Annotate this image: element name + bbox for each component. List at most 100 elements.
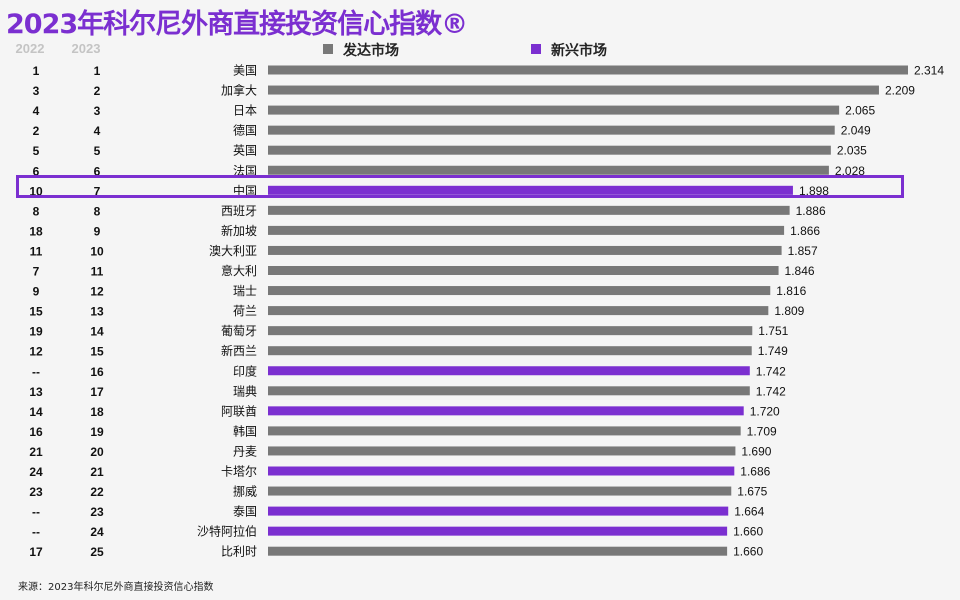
- rank-2023: 7: [94, 184, 101, 198]
- bar: [268, 486, 732, 496]
- category-label: 意大利: [221, 263, 257, 278]
- rank-2022: 2: [33, 124, 40, 138]
- bar: [268, 446, 736, 456]
- category-label: 新加坡: [221, 223, 257, 238]
- rank-2023: 19: [90, 425, 104, 439]
- rank-2023: 4: [94, 124, 101, 138]
- rank-2023: 12: [90, 285, 104, 299]
- column-header-2023: 2023: [71, 41, 101, 56]
- legend-label-emerging: 新兴市场: [551, 43, 607, 59]
- category-label: 新西兰: [221, 343, 257, 358]
- value-label: 1.857: [788, 244, 818, 258]
- rank-2023: 10: [90, 244, 104, 258]
- category-label: 瑞士: [233, 284, 257, 298]
- rank-2022: 24: [29, 465, 43, 479]
- rank-2023: 21: [90, 465, 104, 479]
- rank-2023: 14: [90, 325, 104, 339]
- rank-2022: 5: [33, 144, 40, 158]
- category-label: 法国: [233, 164, 257, 178]
- rank-2022: --: [32, 365, 40, 379]
- value-label: 1.751: [758, 324, 788, 338]
- bar: [268, 526, 728, 536]
- legend-label-developed: 发达市场: [343, 43, 399, 59]
- category-label: 丹麦: [233, 444, 257, 458]
- rank-2022: 23: [29, 485, 43, 499]
- chart-title: 2023年科尔尼外商直接投资信心指数®: [6, 9, 468, 40]
- rank-2023: 8: [94, 204, 101, 218]
- category-label: 葡萄牙: [221, 324, 257, 338]
- rank-2022: 1: [33, 64, 40, 78]
- bar: [268, 286, 771, 296]
- bar: [268, 85, 879, 95]
- rank-2023: 16: [90, 365, 104, 379]
- bar: [268, 386, 750, 396]
- bar: [268, 366, 750, 376]
- rank-2023: 25: [90, 545, 104, 559]
- category-label: 中国: [233, 183, 257, 198]
- category-label: 卡塔尔: [221, 464, 257, 479]
- category-label: 比利时: [221, 545, 257, 559]
- value-label: 2.314: [914, 64, 944, 78]
- rank-2022: 11: [30, 244, 43, 258]
- bar: [268, 245, 782, 255]
- rank-2023: 18: [90, 405, 104, 419]
- bar: [268, 546, 728, 556]
- bar: [268, 145, 831, 155]
- bar: [268, 125, 835, 135]
- bar: [268, 266, 779, 275]
- category-label: 英国: [233, 144, 257, 158]
- rank-2022: 8: [33, 204, 40, 218]
- rank-2022: 9: [33, 285, 40, 299]
- rank-2022: 19: [29, 325, 43, 339]
- bar: [268, 326, 753, 336]
- value-label: 1.846: [785, 264, 815, 278]
- rank-2022: 18: [29, 224, 43, 238]
- legend-swatch-emerging: [531, 44, 541, 54]
- category-label: 西班牙: [221, 204, 257, 218]
- value-label: 1.660: [733, 525, 763, 539]
- value-label: 1.749: [758, 344, 788, 358]
- rank-2023: 15: [90, 345, 104, 359]
- category-label: 德国: [233, 123, 257, 138]
- rank-2022: 17: [29, 545, 43, 559]
- value-label: 1.690: [741, 444, 771, 458]
- rank-2022: 16: [29, 425, 43, 439]
- rank-2023: 22: [90, 485, 104, 499]
- rank-2023: 23: [90, 505, 104, 519]
- rank-2023: 5: [94, 144, 101, 158]
- rank-2022: --: [32, 505, 40, 519]
- value-label: 1.686: [740, 465, 770, 479]
- category-label: 瑞典: [233, 384, 257, 398]
- category-label: 阿联酋: [221, 403, 257, 418]
- category-label: 日本: [233, 104, 257, 118]
- rank-2022: 13: [29, 385, 43, 399]
- value-label: 2.065: [845, 104, 875, 118]
- bar: [268, 406, 744, 416]
- rank-2023: 6: [94, 164, 101, 178]
- value-label: 1.720: [750, 404, 780, 418]
- value-label: 1.809: [774, 304, 804, 318]
- bar: [268, 426, 741, 436]
- bar: [268, 165, 829, 175]
- bar: [268, 506, 729, 516]
- highlight-box-china: [16, 175, 904, 198]
- rank-2022: 15: [29, 305, 43, 319]
- bar: [268, 225, 785, 235]
- value-label: 2.035: [837, 144, 867, 158]
- bar: [268, 466, 735, 476]
- category-label: 沙特阿拉伯: [197, 524, 257, 539]
- legend-swatch-developed: [323, 44, 333, 54]
- rank-2022: 14: [29, 405, 43, 419]
- rank-2023: 24: [90, 525, 104, 539]
- rank-2023: 2: [94, 84, 101, 98]
- bar: [268, 346, 752, 356]
- category-label: 挪威: [233, 485, 257, 499]
- value-label: 1.664: [734, 505, 764, 519]
- value-label: 1.709: [747, 424, 777, 438]
- rank-2023: 1: [94, 64, 101, 78]
- category-label: 泰国: [233, 505, 257, 519]
- rank-2022: 7: [33, 265, 40, 279]
- rank-2022: 10: [29, 184, 43, 198]
- value-label: 2.028: [835, 164, 865, 178]
